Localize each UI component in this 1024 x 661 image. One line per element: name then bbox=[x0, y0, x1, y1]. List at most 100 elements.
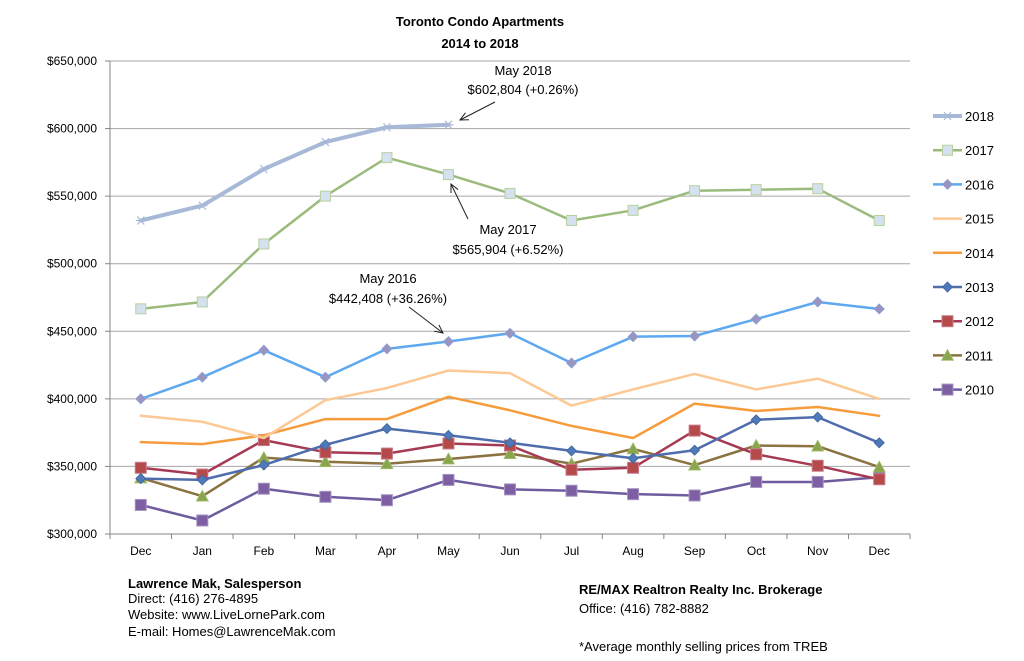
series-2010 bbox=[134, 471, 886, 527]
data-point bbox=[443, 120, 454, 130]
data-point bbox=[942, 111, 953, 121]
agent-contact: Lawrence Mak, Salesperson Direct: (416) … bbox=[128, 576, 336, 639]
y-tick-label: $400,000 bbox=[47, 392, 97, 406]
series-2016 bbox=[135, 296, 885, 405]
annotation-arrow bbox=[450, 183, 469, 220]
data-point bbox=[135, 216, 146, 225]
axes: $300,000 $350,000 $400,000 $450,000 $500,000… bbox=[47, 54, 911, 558]
data-point bbox=[134, 461, 147, 474]
data-point bbox=[504, 483, 516, 496]
data-point bbox=[565, 445, 578, 457]
series-2015 bbox=[139, 369, 881, 440]
x-tick-label: May bbox=[437, 544, 460, 558]
legend-label: 2017 bbox=[965, 143, 994, 158]
data-point bbox=[135, 393, 147, 405]
x-tick-label: Sep bbox=[684, 544, 706, 558]
data-point bbox=[380, 447, 393, 460]
data-source-note: *Average monthly selling prices from TRE… bbox=[579, 639, 828, 654]
legend-label: 2016 bbox=[965, 177, 994, 192]
data-point bbox=[134, 498, 147, 511]
data-point bbox=[873, 473, 886, 486]
data-point bbox=[627, 461, 640, 474]
annotations: May 2018 $602,804 (+0.26%) May 2017 $565,90… bbox=[329, 63, 579, 334]
data-point bbox=[318, 454, 333, 468]
data-point bbox=[872, 460, 886, 473]
legend-label: 2013 bbox=[965, 280, 994, 295]
data-point bbox=[442, 169, 454, 181]
x-tick-label: Apr bbox=[378, 544, 397, 558]
data-point bbox=[258, 238, 270, 250]
agent-name: Lawrence Mak, Salesperson bbox=[128, 576, 302, 591]
data-point bbox=[873, 437, 885, 449]
legend-item-2011: 2011 bbox=[933, 348, 993, 363]
legend-item-2018: 2018 bbox=[933, 109, 994, 124]
series-line-2018 bbox=[138, 122, 451, 223]
x-tick-label: Feb bbox=[254, 544, 275, 558]
data-point bbox=[381, 343, 393, 355]
data-point bbox=[627, 331, 639, 343]
series-layer bbox=[134, 120, 886, 527]
data-point bbox=[381, 122, 392, 132]
series-2014 bbox=[139, 395, 881, 446]
brokerage-name: RE/MAX Realtron Realty Inc. Brokerage bbox=[579, 582, 823, 597]
data-point bbox=[565, 357, 578, 369]
annotation-arrowhead bbox=[450, 182, 459, 194]
data-point bbox=[627, 488, 640, 501]
data-point bbox=[381, 152, 393, 164]
data-point bbox=[380, 494, 393, 507]
data-point bbox=[504, 437, 516, 449]
annotation-arrowhead bbox=[434, 324, 444, 334]
x-tick-label: Jan bbox=[193, 544, 212, 558]
data-point bbox=[811, 439, 825, 452]
x-tick-label: Jun bbox=[500, 544, 519, 558]
x-tick-label: Nov bbox=[807, 544, 828, 558]
data-point bbox=[750, 448, 763, 461]
annotation-value: $602,804 (+0.26%) bbox=[468, 82, 579, 97]
data-point bbox=[873, 303, 885, 315]
chart-subtitle: 2014 to 2018 bbox=[441, 36, 518, 51]
annotation-arrow bbox=[408, 306, 444, 334]
data-point bbox=[319, 190, 331, 202]
annotation-arrowhead bbox=[458, 112, 470, 121]
data-point bbox=[688, 489, 701, 502]
data-point bbox=[195, 489, 209, 502]
data-point bbox=[504, 187, 516, 199]
agent-website: Website: www.LiveLornePark.com bbox=[128, 607, 326, 622]
legend-item-2014: 2014 bbox=[933, 246, 994, 261]
data-point bbox=[627, 452, 639, 464]
data-point bbox=[196, 514, 209, 527]
series-line-2016 bbox=[139, 300, 881, 401]
y-tick-label: $450,000 bbox=[47, 324, 97, 338]
legend-label: 2018 bbox=[965, 109, 994, 124]
data-point bbox=[135, 303, 147, 315]
annotation-label: May 2017 bbox=[479, 222, 536, 237]
data-point bbox=[196, 474, 208, 486]
data-point bbox=[257, 482, 270, 495]
data-point bbox=[941, 383, 954, 396]
data-point bbox=[940, 348, 955, 361]
x-tick-label: Dec bbox=[130, 544, 151, 558]
legend-item-2013: 2013 bbox=[933, 280, 994, 295]
data-point bbox=[941, 178, 954, 190]
legend-item-2017: 2017 bbox=[933, 143, 994, 158]
data-point bbox=[566, 214, 578, 226]
data-point bbox=[442, 335, 455, 348]
series-2018 bbox=[135, 120, 454, 225]
legend-label: 2010 bbox=[965, 383, 994, 398]
agent-email: E-mail: Homes@LawrenceMak.com bbox=[128, 624, 336, 639]
data-point bbox=[380, 456, 394, 470]
data-point bbox=[687, 458, 702, 471]
annotation-arrow bbox=[459, 101, 496, 121]
data-point bbox=[504, 327, 516, 339]
data-point bbox=[258, 164, 269, 174]
data-point bbox=[941, 281, 954, 293]
data-point bbox=[258, 344, 270, 356]
data-point bbox=[626, 442, 640, 455]
data-point bbox=[441, 452, 456, 465]
data-point bbox=[942, 144, 953, 156]
y-tick-label: $350,000 bbox=[47, 459, 97, 473]
x-tick-label: Dec bbox=[869, 544, 890, 558]
data-point bbox=[196, 296, 208, 308]
gridlines bbox=[110, 60, 910, 467]
